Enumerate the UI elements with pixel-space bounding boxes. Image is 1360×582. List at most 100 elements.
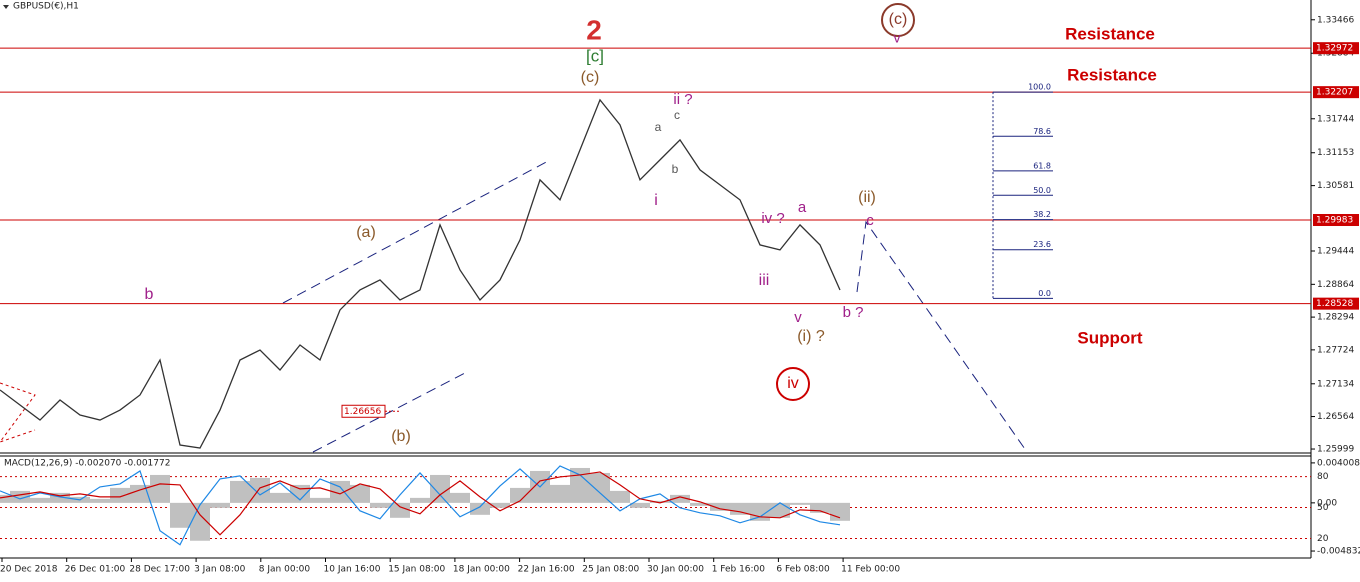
annotation: v: [794, 309, 802, 326]
macd-bar: [130, 484, 150, 503]
annotation: b: [672, 162, 679, 176]
macd-bar: [590, 472, 610, 503]
annotation: Support: [1077, 328, 1142, 347]
y-tick-label: 1.29444: [1317, 246, 1354, 256]
y-tick-label: 1.30581: [1317, 181, 1354, 191]
chart-title: GBPUSD(€),H1: [13, 2, 79, 12]
macd-bar: [210, 502, 230, 508]
macd-bar: [490, 502, 510, 508]
macd-bar: [750, 502, 770, 521]
macd-bar: [790, 502, 810, 505]
annotation: ii ?: [673, 91, 692, 108]
macd-bar: [570, 467, 590, 503]
macd-bar: [350, 484, 370, 503]
macd-bar: [550, 484, 570, 503]
annotation-circle: [776, 367, 810, 401]
x-tick-label: 1 Feb 16:00: [712, 565, 766, 575]
channel-line: [282, 159, 551, 304]
macd-bar: [730, 502, 750, 515]
macd-bar: [710, 502, 730, 511]
annotation: Resistance: [1065, 24, 1155, 43]
x-tick-label: 10 Jan 16:00: [324, 565, 381, 575]
annotation: (b): [391, 428, 411, 445]
macd-bar: [190, 502, 210, 541]
triangle-lines: [0, 382, 36, 443]
annotation-circle: [881, 3, 915, 37]
macd-bar: [170, 502, 190, 528]
menu-arrow: [3, 5, 9, 9]
macd-tick-label: -0.004832: [1317, 547, 1360, 557]
level-label: 1.32207: [1316, 88, 1353, 98]
macd-bar: [690, 502, 710, 506]
annotation: 2: [586, 14, 602, 45]
x-tick-label: 22 Jan 16:00: [518, 565, 575, 575]
macd-bar: [510, 487, 530, 503]
annotation: c: [866, 212, 874, 229]
annotation: b: [145, 286, 154, 303]
price-line: [0, 98, 841, 449]
x-tick-label: 3 Jan 08:00: [194, 565, 246, 575]
macd-bar: [450, 492, 470, 503]
x-tick-label: 20 Dec 2018: [0, 565, 58, 575]
macd-bar: [330, 480, 350, 503]
y-tick-label: 1.31153: [1317, 148, 1354, 158]
y-tick-label: 1.27724: [1317, 345, 1354, 355]
level-label-bg: [1313, 86, 1359, 99]
x-tick-label: 8 Jan 00:00: [259, 565, 311, 575]
macd-bar: [110, 487, 130, 503]
annotation: iii: [759, 272, 770, 289]
y-tick-label: 1.27134: [1317, 379, 1354, 389]
macd-bar: [470, 502, 490, 515]
macd-signal-line: [0, 471, 841, 536]
macd-main-line: [0, 465, 841, 546]
y-tick-label: 1.28864: [1317, 280, 1354, 290]
macd-bar: [230, 480, 250, 503]
macd-bar: [0, 494, 10, 503]
macd-bar: [30, 497, 50, 503]
macd-bar: [310, 497, 330, 503]
macd-bar: [610, 490, 630, 503]
annotation: (ii): [858, 189, 876, 206]
y-tick-label: 1.26564: [1317, 412, 1354, 422]
macd-tick-label: 0.004008: [1317, 458, 1360, 468]
x-tick-label: 18 Jan 00:00: [453, 565, 510, 575]
y2-tick-label: 50: [1317, 503, 1329, 513]
macd-bar: [150, 474, 170, 503]
annotation: iv ?: [761, 210, 784, 227]
annotation: a: [655, 120, 662, 134]
x-tick-label: 30 Jan 00:00: [647, 565, 704, 575]
annotation: a: [798, 199, 807, 216]
annotation: [c]: [586, 46, 604, 65]
macd-bar: [830, 502, 850, 521]
fib-label: 0.0: [1038, 289, 1051, 298]
macd-tick-label: 0.00: [1317, 498, 1337, 508]
macd-bar: [270, 492, 290, 503]
low-label-box: [341, 404, 386, 418]
level-label-bg: [1313, 297, 1359, 310]
fib-label: 100.0: [1028, 83, 1051, 92]
fib-label: 38.2: [1033, 210, 1051, 219]
macd-title: MACD(12,26,9) -0.002070 -0.001772: [4, 459, 170, 469]
y-tick-label: 1.25999: [1317, 445, 1354, 455]
macd-bar: [810, 502, 830, 513]
macd-bar: [50, 492, 70, 503]
annotation: v: [894, 30, 901, 46]
annotation: Resistance: [1067, 65, 1157, 84]
low-label: 1.26656: [344, 407, 381, 417]
x-tick-label: 11 Feb 00:00: [841, 565, 900, 575]
macd-bar: [90, 498, 110, 503]
level-label: 1.32972: [1316, 44, 1353, 54]
y-tick-label: 1.31744: [1317, 114, 1354, 124]
annotation: iv: [787, 375, 799, 392]
level-label: 1.29983: [1316, 216, 1353, 226]
macd-bar: [390, 502, 410, 518]
macd-bar: [650, 500, 670, 503]
macd-bar: [630, 502, 650, 508]
macd-bar: [430, 474, 450, 503]
annotation: (i) ?: [797, 328, 825, 345]
fib-label: 78.6: [1033, 127, 1051, 136]
level-label: 1.28528: [1316, 299, 1353, 309]
y-tick-label: 1.33466: [1317, 15, 1354, 25]
channel-line: [312, 372, 466, 453]
x-tick-label: 28 Dec 17:00: [129, 565, 190, 575]
